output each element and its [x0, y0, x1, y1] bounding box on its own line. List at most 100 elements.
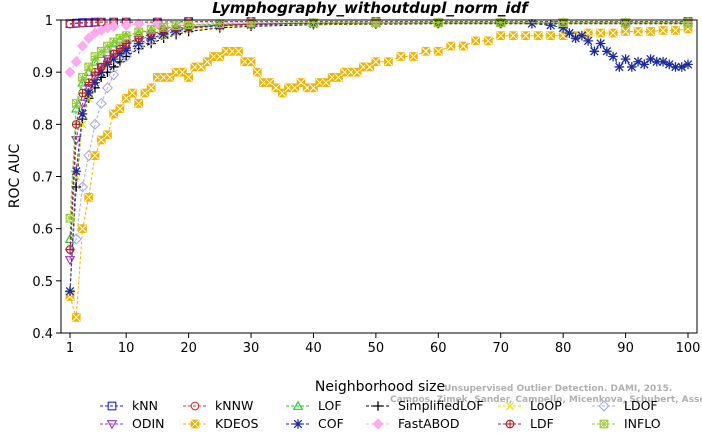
y-tick-label: 0.5	[32, 275, 53, 290]
legend-label: kNNW	[215, 398, 253, 413]
data-point	[595, 38, 606, 49]
data-point	[646, 27, 655, 36]
data-point	[558, 18, 568, 27]
legend-label: INFLO	[624, 416, 661, 431]
legend-label: COF	[318, 416, 344, 431]
y-tick-label: 1	[45, 14, 53, 29]
data-point	[65, 245, 75, 254]
data-point	[190, 419, 200, 429]
data-point	[134, 27, 144, 37]
data-point	[583, 36, 593, 46]
legend-item-ldof: LDOF	[592, 398, 658, 413]
data-point	[146, 25, 156, 34]
data-point	[545, 20, 556, 31]
data-point	[83, 88, 94, 98]
legend-item-knn: kNN	[100, 398, 158, 413]
data-point	[252, 67, 262, 77]
data-point	[639, 59, 650, 70]
legend-item-inflo: INFLO	[592, 416, 661, 431]
data-point	[96, 46, 106, 56]
data-point	[89, 56, 101, 66]
legend-item-ldf: LDF	[498, 416, 554, 431]
data-point	[309, 18, 318, 27]
data-point	[533, 31, 543, 41]
legend-label: LDOF	[624, 398, 658, 413]
x-tick-label: 100	[676, 341, 701, 356]
legend-label: LOF	[318, 398, 342, 413]
data-point	[70, 56, 82, 68]
data-point	[90, 77, 100, 88]
data-point	[84, 62, 94, 72]
data-point	[96, 62, 106, 72]
data-point	[95, 97, 107, 110]
data-point	[71, 119, 81, 129]
x-tick-label: 50	[368, 341, 385, 356]
data-point	[505, 401, 515, 411]
data-point	[546, 31, 556, 41]
x-tick-label: 70	[492, 341, 509, 356]
series-ldof	[64, 17, 694, 256]
x-tick-label: 10	[118, 341, 135, 356]
data-point	[190, 401, 200, 411]
legend-item-simplifiedlof: SimplifiedLOF	[366, 398, 484, 413]
data-point	[651, 56, 662, 67]
legend-item-cof: COF	[286, 416, 344, 431]
watermark-line-1: Unsupervised Outlier Detection. DAMI, 20…	[444, 384, 672, 394]
data-point	[421, 46, 431, 56]
y-tick-label: 0.6	[32, 223, 53, 238]
data-point	[109, 109, 119, 119]
x-tick-label: 90	[617, 341, 634, 356]
legend-item-odin: ODIN	[100, 416, 165, 431]
data-point	[115, 44, 125, 54]
data-point	[120, 50, 132, 63]
data-point	[96, 67, 107, 77]
data-point	[108, 54, 119, 64]
data-point	[78, 224, 87, 234]
data-point	[106, 420, 118, 430]
legend-label: SimplifiedLOF	[398, 398, 484, 413]
legend: kNN kNNW LOF SimplifiedLOF LoOP LDOF ODIN KDEOS…	[100, 398, 661, 431]
series-kdeos	[65, 24, 693, 322]
data-point	[115, 104, 125, 114]
data-point	[71, 312, 81, 322]
data-point	[608, 28, 618, 38]
data-point	[70, 233, 82, 245]
data-point	[108, 20, 120, 32]
data-point	[614, 62, 625, 72]
data-point	[293, 419, 303, 429]
data-point	[103, 57, 112, 67]
y-tick-label: 0.7	[32, 171, 53, 186]
data-point	[65, 286, 75, 297]
x-tick-label: 60	[430, 341, 447, 356]
data-point	[558, 23, 568, 33]
data-point	[115, 49, 125, 59]
data-point	[598, 400, 610, 412]
plot-frame	[60, 19, 698, 334]
data-point	[159, 22, 168, 32]
data-point	[589, 46, 600, 57]
legend-label: kNN	[132, 398, 158, 413]
x-tick-label: 30	[243, 341, 260, 356]
data-point	[184, 73, 193, 82]
data-point	[483, 36, 493, 46]
data-point	[505, 419, 515, 429]
data-point	[184, 20, 193, 30]
data-point	[433, 18, 443, 27]
legend-item-lof: LOF	[286, 398, 342, 413]
data-point	[83, 32, 95, 44]
data-point	[621, 18, 630, 27]
data-point	[527, 18, 537, 29]
data-point	[101, 82, 114, 94]
data-point	[408, 52, 418, 61]
data-point	[133, 38, 144, 49]
data-point	[128, 88, 137, 98]
data-point	[371, 57, 381, 67]
data-point	[372, 418, 384, 430]
data-point	[371, 18, 381, 27]
data-point	[633, 56, 643, 67]
series-layer	[64, 17, 694, 322]
data-point	[246, 18, 256, 28]
data-point	[78, 73, 87, 82]
legend-item-loop: LoOP	[498, 398, 562, 413]
